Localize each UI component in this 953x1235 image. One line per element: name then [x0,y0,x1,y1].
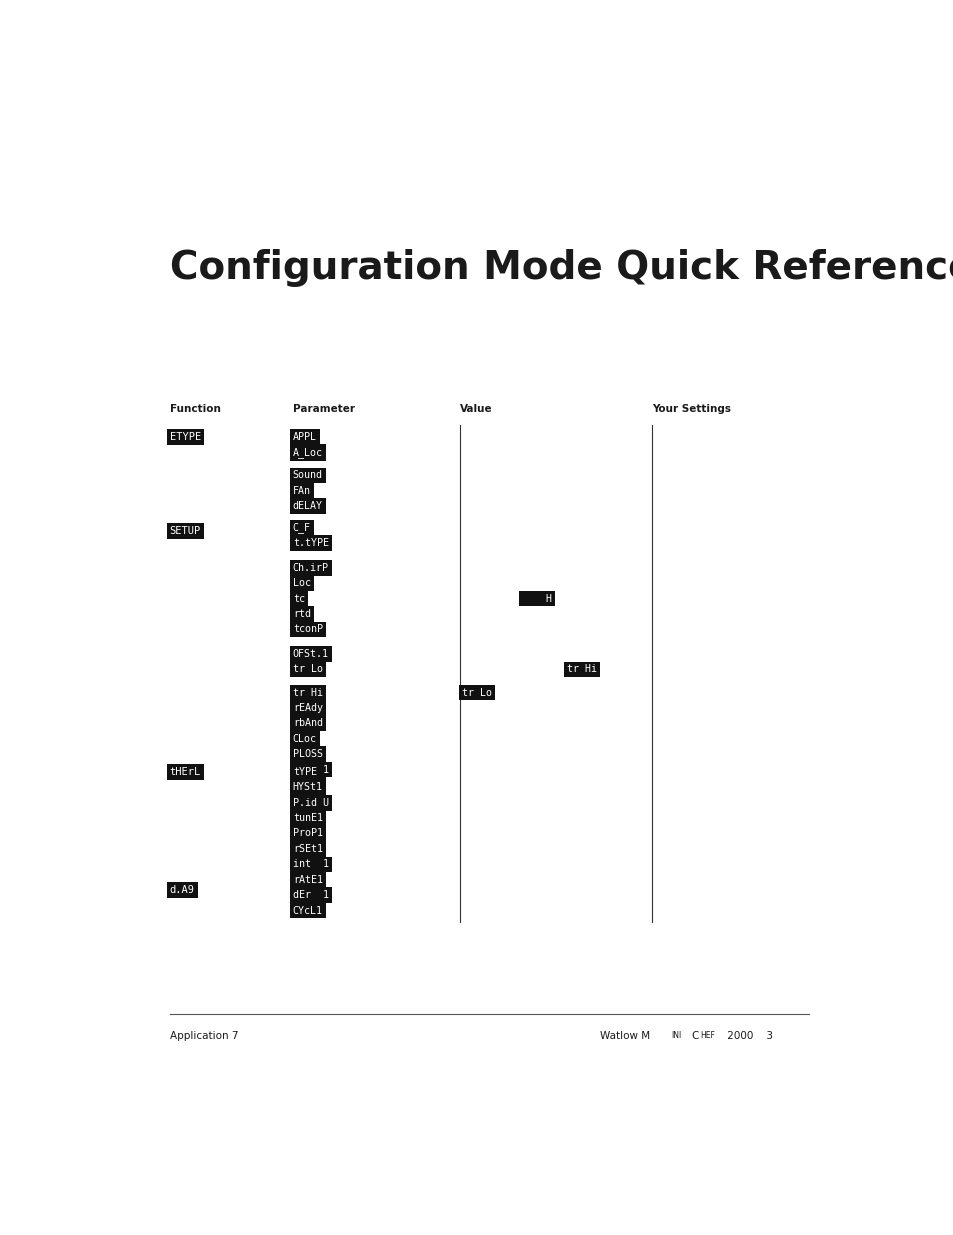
Text: Value: Value [459,404,493,414]
Text: FAn: FAn [293,485,311,495]
Text: P.id U: P.id U [293,798,329,808]
Text: dELAY: dELAY [293,501,322,511]
Text: rEAdy: rEAdy [293,703,322,713]
Text: C: C [691,1031,698,1041]
Text: rbAnd: rbAnd [293,719,322,729]
Text: AL P1: AL P1 [293,781,322,790]
Text: tr Lo: tr Lo [461,688,492,698]
Text: ProP1: ProP1 [293,829,322,839]
Text: t.tYPE: t.tYPE [293,538,329,548]
Text: APPL: APPL [293,432,316,442]
Text: 2000    3: 2000 3 [723,1031,772,1041]
Text: tYPE: tYPE [293,767,316,777]
Text: Ch.irP: Ch.irP [293,563,329,573]
Text: dEr  1: dEr 1 [293,890,329,900]
Text: ALdH1: ALdH1 [293,811,322,821]
Text: PLOSS: PLOSS [293,750,322,760]
Text: Your Settings: Your Settings [652,404,731,414]
Text: Function: Function [170,404,220,414]
Text: ALdL1: ALdL1 [293,795,322,805]
Text: AL   1: AL 1 [293,764,329,774]
Text: tr Hi: tr Hi [567,664,597,674]
Text: Application 7: Application 7 [170,1031,238,1041]
Text: tr Hi: tr Hi [293,688,322,698]
Text: ETYPE: ETYPE [170,432,201,442]
Text: Configuration Mode Quick Reference: Configuration Mode Quick Reference [170,248,953,287]
Text: rSEt1: rSEt1 [293,844,322,853]
Text: SETUP: SETUP [170,526,201,536]
Text: Sound: Sound [293,471,322,480]
Text: A_Loc: A_Loc [293,447,322,458]
Text: CYcL1: CYcL1 [293,905,322,915]
Text: tc: tc [293,594,305,604]
Text: tr Lo: tr Lo [293,664,322,674]
Text: Loc: Loc [293,578,311,588]
Text: OFSt.1: OFSt.1 [293,650,329,659]
Text: tunE1: tunE1 [293,813,322,823]
Text: Watlow M: Watlow M [599,1031,649,1041]
Text: CLoc: CLoc [293,734,316,743]
Text: C_F: C_F [293,522,311,534]
Text: INI: INI [670,1031,680,1040]
Text: d.A9: d.A9 [170,884,194,894]
Text: rtd: rtd [293,609,311,619]
Text: tconP: tconP [293,625,322,635]
Text: int  1: int 1 [293,860,329,869]
Text: rAtE1: rAtE1 [293,874,322,884]
Text: Parameter: Parameter [293,404,355,414]
Text: tHErL: tHErL [170,767,201,777]
Text: HEF: HEF [700,1031,715,1040]
Text: HYSt1: HYSt1 [293,782,322,793]
Text: H: H [521,594,552,604]
